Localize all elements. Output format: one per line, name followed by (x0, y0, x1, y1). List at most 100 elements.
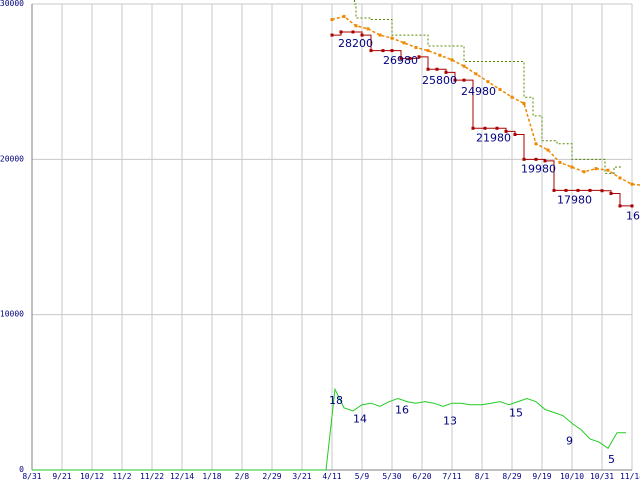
x-tick-label: 11/14 (620, 472, 640, 480)
data-point-avg (462, 64, 466, 68)
data-point-price (552, 188, 556, 192)
data-point-avg (630, 182, 634, 186)
data-label: 9 (566, 434, 573, 447)
data-point-avg (354, 24, 358, 28)
data-point-price (444, 70, 448, 74)
data-point-price (351, 30, 355, 34)
data-point-avg (474, 72, 478, 76)
data-point-price (369, 49, 373, 53)
data-point-avg (402, 41, 406, 45)
x-tick-label: 9/19 (532, 472, 551, 480)
data-point-price (381, 49, 385, 53)
data-point-price (600, 189, 604, 193)
data-point-price (534, 157, 538, 161)
y-tick-label: 30000 (0, 0, 24, 8)
y-tick-label: 0 (19, 465, 24, 474)
data-point-price (543, 159, 547, 163)
data-point-avg (522, 101, 526, 105)
data-point-avg (546, 148, 550, 152)
data-point-avg (534, 142, 538, 146)
data-point-avg (426, 49, 430, 53)
x-tick-label: 11/2 (112, 472, 131, 480)
data-point-price (618, 204, 622, 208)
data-label: 14 (353, 413, 367, 426)
x-tick-label: 8/31 (22, 472, 41, 480)
data-point-price (564, 188, 568, 192)
series-line-price (332, 31, 632, 207)
data-point-price (471, 126, 475, 130)
data-point-avg (450, 58, 454, 62)
data-point-price (453, 78, 457, 82)
x-tick-label: 7/11 (442, 472, 461, 480)
y-tick-label: 20000 (0, 154, 24, 163)
label-layer: 28200 26980 25800 24980 21980 19980 17980 16980… (329, 37, 640, 466)
data-point-price (360, 33, 364, 37)
x-tick-label: 5/9 (355, 472, 370, 480)
data-label: 28200 (338, 37, 373, 50)
x-tick-label: 2/8 (235, 472, 250, 480)
y-tick-label: 10000 (0, 310, 24, 319)
data-point-price (399, 56, 403, 60)
data-point-price (330, 33, 334, 37)
data-point-avg (366, 27, 370, 31)
data-label: 21980 (476, 132, 511, 145)
x-tick-label: 11/22 (140, 472, 164, 480)
data-point-price (504, 129, 508, 133)
data-label: 19980 (521, 163, 556, 176)
data-point-avg (510, 95, 514, 99)
data-point-avg (558, 160, 562, 164)
data-label: 25800 (422, 74, 457, 87)
data-label: 17980 (557, 194, 592, 207)
data-point-price (390, 49, 394, 53)
data-point-price (513, 132, 517, 136)
data-label: 26980 (383, 54, 418, 67)
x-tick-label: 4/11 (322, 472, 341, 480)
x-tick-label: 6/20 (412, 472, 431, 480)
data-label: 13 (443, 414, 457, 427)
data-point-avg (486, 80, 490, 84)
data-point-price (462, 78, 466, 82)
data-point-price (417, 55, 421, 59)
series-layer (32, 0, 640, 471)
series-line-max (354, 0, 621, 174)
data-point-avg (570, 165, 574, 169)
data-point-avg (414, 45, 418, 49)
x-tick-label: 8/1 (475, 472, 490, 480)
data-point-price (339, 30, 343, 34)
data-label: 18 (329, 394, 343, 407)
data-point-price (588, 188, 592, 192)
x-tick-label: 12/14 (170, 472, 194, 480)
data-point-price (576, 188, 580, 192)
data-label: 24980 (461, 85, 496, 98)
data-label: 16980 (626, 209, 640, 222)
series-line-avg (331, 15, 640, 186)
data-point-price (630, 204, 634, 208)
data-point-price (408, 56, 412, 60)
data-point-avg (618, 176, 622, 180)
data-point-avg (594, 167, 598, 171)
data-label: 16 (395, 403, 409, 416)
x-tick-label: 1/18 (202, 472, 221, 480)
data-point-price (609, 192, 613, 196)
x-tick-label: 3/21 (292, 472, 311, 480)
data-point-price (522, 157, 526, 161)
x-tick-label: 5/30 (382, 472, 401, 480)
data-point-price (495, 126, 499, 130)
x-tick-label: 10/12 (80, 472, 104, 480)
x-tick-label: 10/31 (590, 472, 614, 480)
x-tick-label: 10/10 (560, 472, 584, 480)
data-point-price (483, 126, 487, 130)
data-point-avg (498, 87, 502, 91)
data-point-avg (390, 36, 394, 40)
data-point-avg (378, 33, 382, 37)
series-line-count (32, 387, 626, 471)
x-tick-label: 9/21 (52, 472, 71, 480)
data-point-avg (342, 14, 346, 18)
data-point-avg (582, 170, 586, 174)
data-point-avg (330, 18, 334, 22)
data-point-price (426, 67, 430, 71)
data-label: 15 (509, 407, 523, 420)
